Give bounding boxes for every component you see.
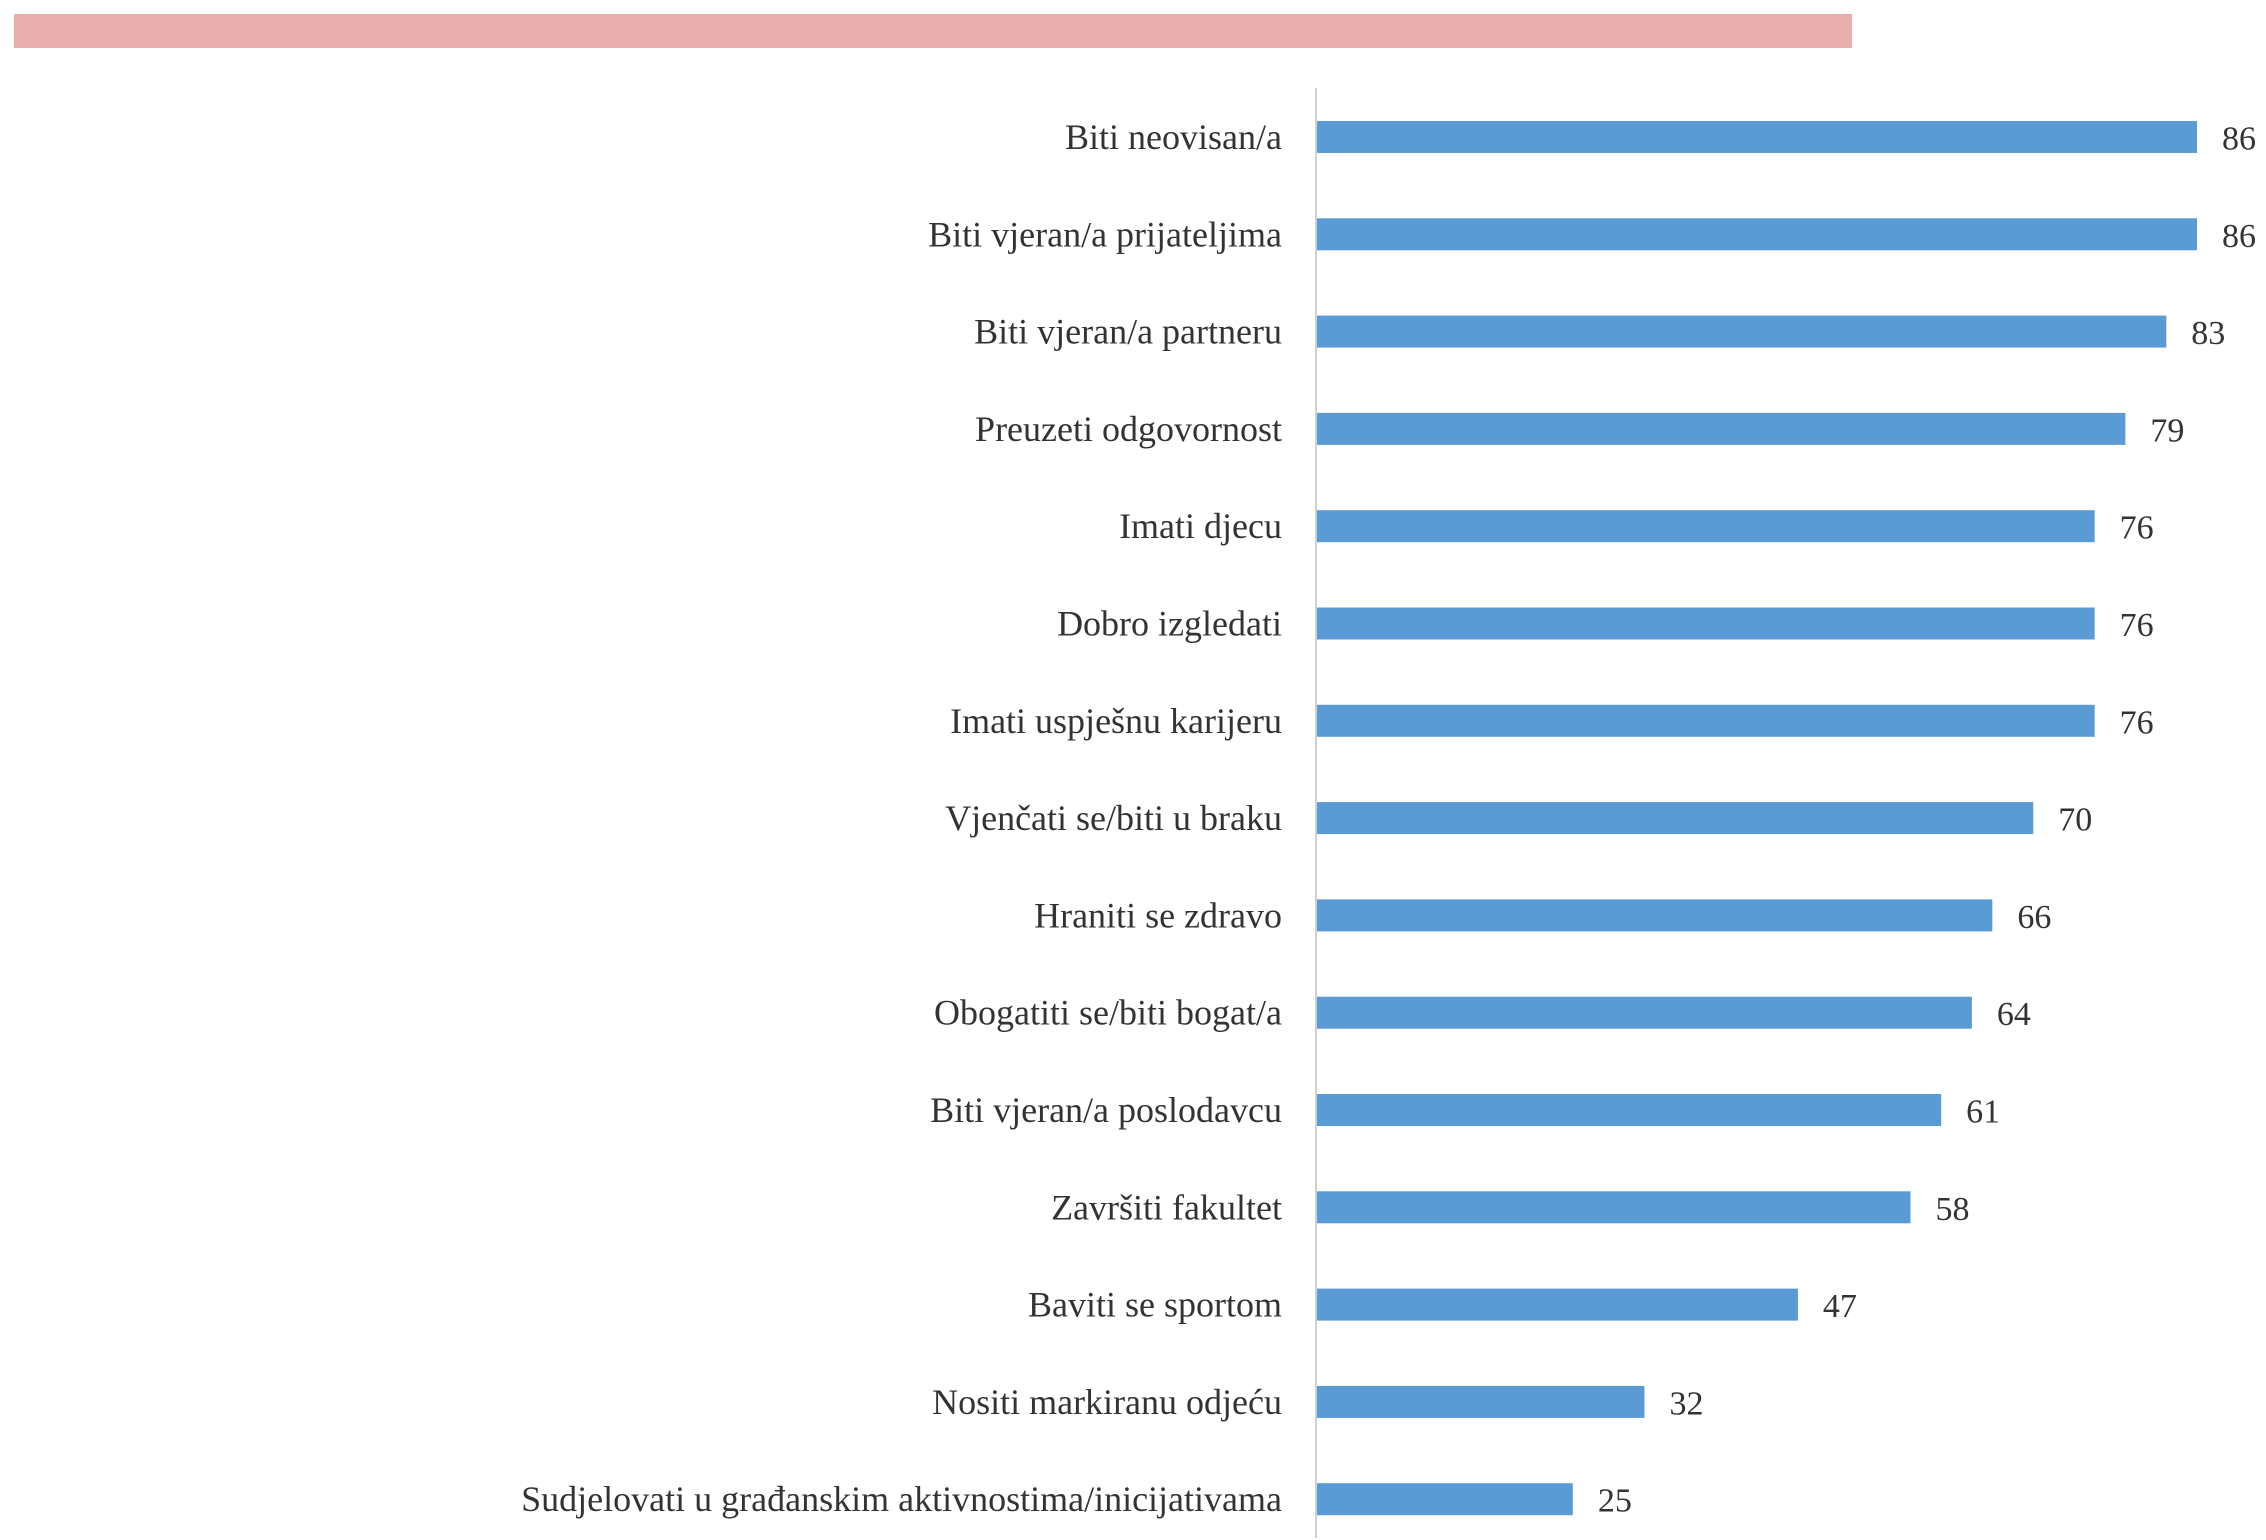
bar <box>1317 1191 1911 1224</box>
data-label: 66 <box>2017 899 2051 936</box>
category-label: Biti vjeran/a prijateljima <box>928 214 1282 254</box>
data-label: 61 <box>1966 1094 2000 1131</box>
category-label: Baviti se sportom <box>1028 1285 1282 1325</box>
category-label: Imati uspješnu karijeru <box>950 701 1282 741</box>
data-label: 76 <box>2120 510 2154 547</box>
bar <box>1317 1483 1573 1516</box>
data-label: 47 <box>1823 1288 1857 1325</box>
category-label: Sudjelovati u građanskim aktivnostima/in… <box>521 1479 1282 1519</box>
data-label: 76 <box>2120 704 2154 741</box>
data-label: 25 <box>1598 1483 1632 1520</box>
bar <box>1317 510 2095 543</box>
category-label: Završiti fakultet <box>1051 1187 1282 1227</box>
category-label: Biti vjeran/a poslodavcu <box>930 1090 1282 1130</box>
bar <box>1317 607 2095 640</box>
data-label: 64 <box>1997 996 2031 1033</box>
bar <box>1317 1094 1942 1126</box>
category-label: Obogatiti se/biti bogat/a <box>934 993 1282 1033</box>
top-color-band <box>14 14 1852 48</box>
category-label: Vjenčati se/biti u braku <box>945 798 1282 838</box>
bar <box>1317 899 1993 932</box>
data-label: 86 <box>2222 218 2256 255</box>
bar <box>1317 121 2197 153</box>
category-label: Imati djecu <box>1119 506 1282 546</box>
data-label: 86 <box>2222 121 2256 158</box>
bar <box>1317 1288 1798 1321</box>
category-label: Biti vjeran/a partneru <box>974 312 1282 352</box>
category-label: Preuzeti odgovornost <box>975 409 1282 449</box>
data-label: 76 <box>2120 607 2154 644</box>
bar <box>1317 1385 1645 1418</box>
data-label: 83 <box>2191 315 2225 352</box>
bar <box>1317 218 2197 251</box>
data-label: 32 <box>1669 1385 1703 1422</box>
bar <box>1317 315 2167 348</box>
bar <box>1317 412 2126 445</box>
bar <box>1317 802 2034 835</box>
bar <box>1317 996 1972 1029</box>
category-label: Biti neovisan/a <box>1065 117 1282 157</box>
data-label: 79 <box>2150 412 2184 449</box>
data-label: 70 <box>2058 802 2092 839</box>
bar <box>1317 704 2095 737</box>
data-label: 58 <box>1935 1191 1969 1228</box>
category-label: Dobro izgledati <box>1057 604 1282 644</box>
category-label: Hraniti se zdravo <box>1034 895 1282 935</box>
category-label: Nositi markiranu odjeću <box>932 1382 1282 1422</box>
